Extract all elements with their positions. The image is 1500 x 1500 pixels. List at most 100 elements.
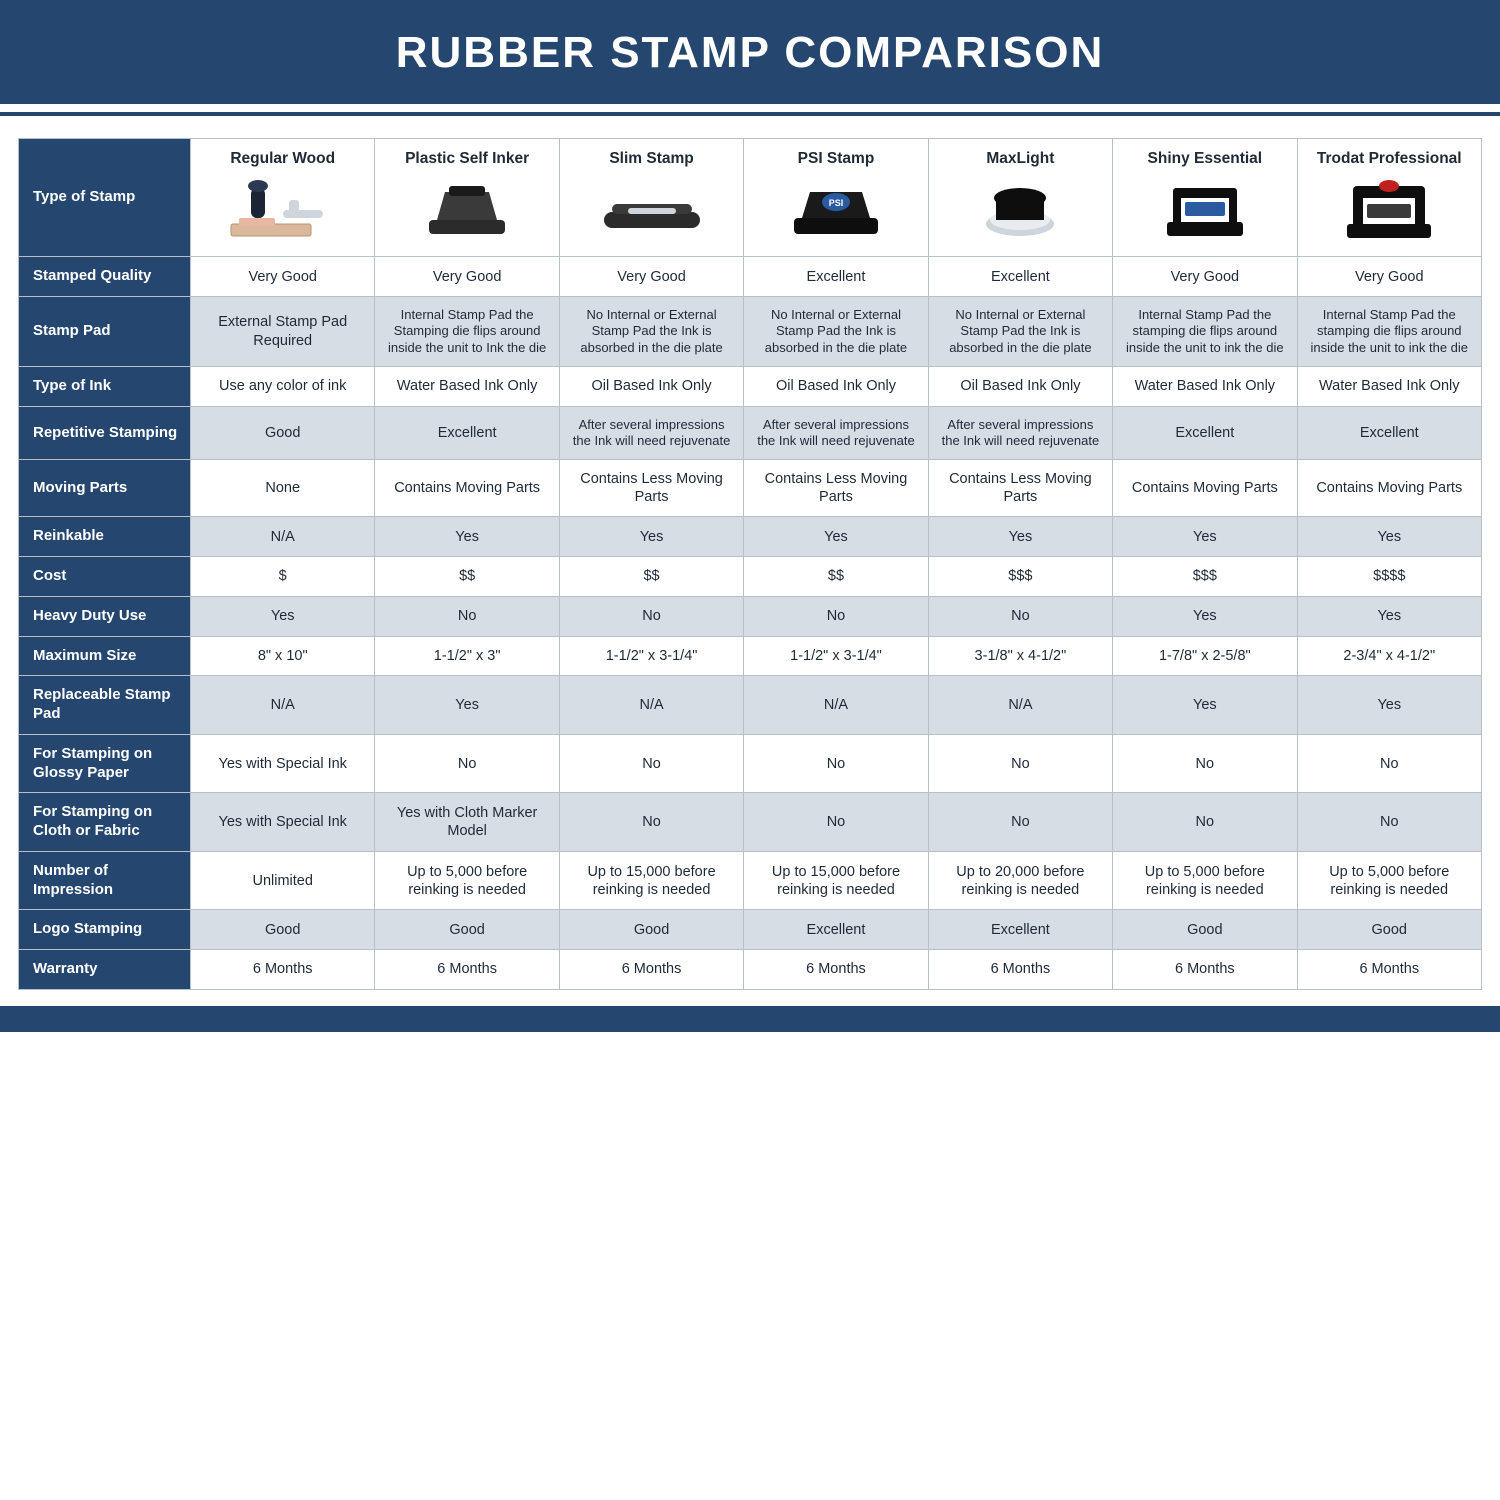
table-cell: Oil Based Ink Only: [744, 366, 928, 406]
table-cell: No: [375, 596, 559, 636]
table-cell: No: [744, 793, 928, 852]
table-cell: 6 Months: [559, 950, 743, 990]
col-title: Shiny Essential: [1148, 149, 1263, 168]
table-cell: 3-1/8" x 4-1/2": [928, 636, 1112, 676]
table-cell: $: [191, 557, 375, 597]
table-cell: Up to 5,000 before reinking is needed: [1113, 851, 1297, 910]
table-cell: 8" x 10": [191, 636, 375, 676]
row-label: For Stamping on Glossy Paper: [19, 734, 191, 793]
table-cell: Up to 15,000 before reinking is needed: [744, 851, 928, 910]
row-label: For Stamping on Cloth or Fabric: [19, 793, 191, 852]
table-cell: No: [1113, 793, 1297, 852]
table-cell: 1-1/2" x 3-1/4": [559, 636, 743, 676]
comparison-table: Type of Stamp Regular Wood: [18, 138, 1482, 990]
row-label: Moving Parts: [19, 460, 191, 517]
table-cell: Excellent: [928, 910, 1112, 950]
table-cell: $$$: [928, 557, 1112, 597]
table-cell: Very Good: [375, 257, 559, 297]
trodat-pro-icon: [1329, 178, 1449, 242]
table-cell: Good: [1113, 910, 1297, 950]
table-cell: Very Good: [1113, 257, 1297, 297]
col-head-trodat-pro: Trodat Professional: [1297, 139, 1481, 257]
table-cell: N/A: [744, 676, 928, 735]
plastic-self-inker-icon: [407, 178, 527, 242]
table-cell: Oil Based Ink Only: [559, 366, 743, 406]
table-row: Stamp PadExternal Stamp Pad RequiredInte…: [19, 297, 1482, 367]
table-cell: Good: [191, 910, 375, 950]
table-cell: Good: [375, 910, 559, 950]
table-row: ReinkableN/AYesYesYesYesYesYes: [19, 517, 1482, 557]
page-title-banner: RUBBER STAMP COMPARISON: [0, 0, 1500, 104]
table-row: Repetitive StampingGoodExcellentAfter se…: [19, 406, 1482, 460]
table-cell: N/A: [191, 517, 375, 557]
table-cell: Contains Moving Parts: [1113, 460, 1297, 517]
col-title: PSI Stamp: [798, 149, 875, 168]
table-cell: Internal Stamp Pad the stamping die flip…: [1113, 297, 1297, 367]
table-cell: No Internal or External Stamp Pad the In…: [744, 297, 928, 367]
table-cell: Yes: [928, 517, 1112, 557]
table-cell: External Stamp Pad Required: [191, 297, 375, 367]
table-cell: Yes: [1113, 517, 1297, 557]
table-cell: Excellent: [744, 910, 928, 950]
table-row: For Stamping on Glossy PaperYes with Spe…: [19, 734, 1482, 793]
corner-label: Type of Stamp: [19, 139, 191, 257]
table-cell: After several impressions the Ink will n…: [928, 406, 1112, 460]
table-cell: No: [375, 734, 559, 793]
col-title: Plastic Self Inker: [405, 149, 529, 168]
table-cell: Unlimited: [191, 851, 375, 910]
table-cell: Water Based Ink Only: [375, 366, 559, 406]
table-cell: Oil Based Ink Only: [928, 366, 1112, 406]
page-title: RUBBER STAMP COMPARISON: [0, 28, 1500, 78]
table-cell: No: [928, 734, 1112, 793]
row-label: Cost: [19, 557, 191, 597]
table-cell: 2-3/4" x 4-1/2": [1297, 636, 1481, 676]
table-cell: No: [559, 793, 743, 852]
svg-text:PSI: PSI: [829, 198, 844, 208]
table-cell: Excellent: [375, 406, 559, 460]
table-cell: No: [928, 793, 1112, 852]
col-title: Trodat Professional: [1317, 149, 1462, 168]
table-row: For Stamping on Cloth or FabricYes with …: [19, 793, 1482, 852]
table-cell: Yes: [1297, 517, 1481, 557]
table-cell: No: [928, 596, 1112, 636]
row-label: Logo Stamping: [19, 910, 191, 950]
table-cell: Water Based Ink Only: [1113, 366, 1297, 406]
col-title: Regular Wood: [230, 149, 335, 168]
table-cell: 6 Months: [191, 950, 375, 990]
row-label: Replaceable Stamp Pad: [19, 676, 191, 735]
table-cell: No: [559, 734, 743, 793]
table-cell: Excellent: [928, 257, 1112, 297]
table-cell: 6 Months: [1113, 950, 1297, 990]
table-cell: Good: [559, 910, 743, 950]
table-cell: 6 Months: [744, 950, 928, 990]
footer-band: [0, 1006, 1500, 1032]
row-label: Stamp Pad: [19, 297, 191, 367]
comparison-table-wrap: Type of Stamp Regular Wood: [0, 116, 1500, 1000]
table-cell: After several impressions the Ink will n…: [559, 406, 743, 460]
table-cell: 6 Months: [928, 950, 1112, 990]
table-cell: N/A: [559, 676, 743, 735]
table-header-row: Type of Stamp Regular Wood: [19, 139, 1482, 257]
table-cell: Good: [1297, 910, 1481, 950]
table-cell: No: [744, 596, 928, 636]
table-cell: Water Based Ink Only: [1297, 366, 1481, 406]
table-cell: Internal Stamp Pad the Stamping die flip…: [375, 297, 559, 367]
table-row: Logo StampingGoodGoodGoodExcellentExcell…: [19, 910, 1482, 950]
table-row: Moving PartsNoneContains Moving PartsCon…: [19, 460, 1482, 517]
table-cell: No: [559, 596, 743, 636]
table-cell: Yes: [1113, 676, 1297, 735]
table-cell: No Internal or External Stamp Pad the In…: [559, 297, 743, 367]
table-cell: N/A: [191, 676, 375, 735]
psi-stamp-icon: PSI: [776, 178, 896, 242]
col-head-shiny-essential: Shiny Essential: [1113, 139, 1297, 257]
table-cell: Yes: [1297, 676, 1481, 735]
table-cell: 6 Months: [375, 950, 559, 990]
table-cell: Yes with Special Ink: [191, 734, 375, 793]
col-head-psi-stamp: PSI Stamp PSI: [744, 139, 928, 257]
table-cell: Contains Less Moving Parts: [744, 460, 928, 517]
table-cell: N/A: [928, 676, 1112, 735]
table-cell: No Internal or External Stamp Pad the In…: [928, 297, 1112, 367]
table-cell: Excellent: [1297, 406, 1481, 460]
maxlight-icon: [960, 178, 1080, 242]
col-title: MaxLight: [986, 149, 1054, 168]
